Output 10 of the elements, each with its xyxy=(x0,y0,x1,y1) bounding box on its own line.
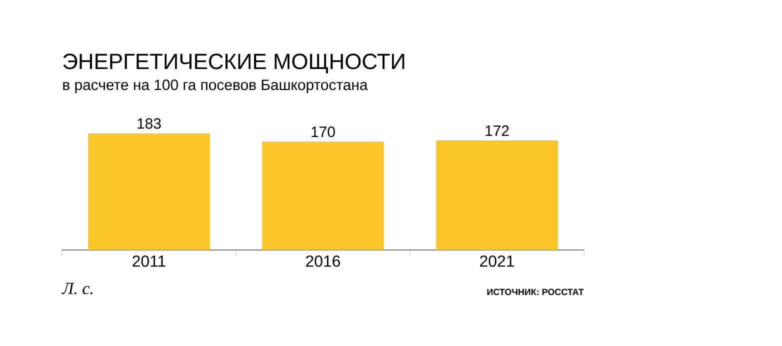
chart-subtitle: в расчете на 100 га посевов Башкортостана xyxy=(63,80,368,94)
data-label: 170 xyxy=(312,126,335,138)
data-label: 183 xyxy=(138,118,161,129)
x-tick-label: 2021 xyxy=(480,256,514,267)
text: ИСТОЧНИК: РОССТАТ xyxy=(487,288,584,296)
data-label: 172 xyxy=(486,125,509,136)
x-tick-label: 2016 xyxy=(306,256,340,267)
chart-title: ЭНЕРГЕТИЧЕСКИЕ МОЩНОСТИ xyxy=(63,54,404,74)
text: Л. с. xyxy=(62,282,92,294)
x-tick-label: 2011 xyxy=(132,256,166,267)
